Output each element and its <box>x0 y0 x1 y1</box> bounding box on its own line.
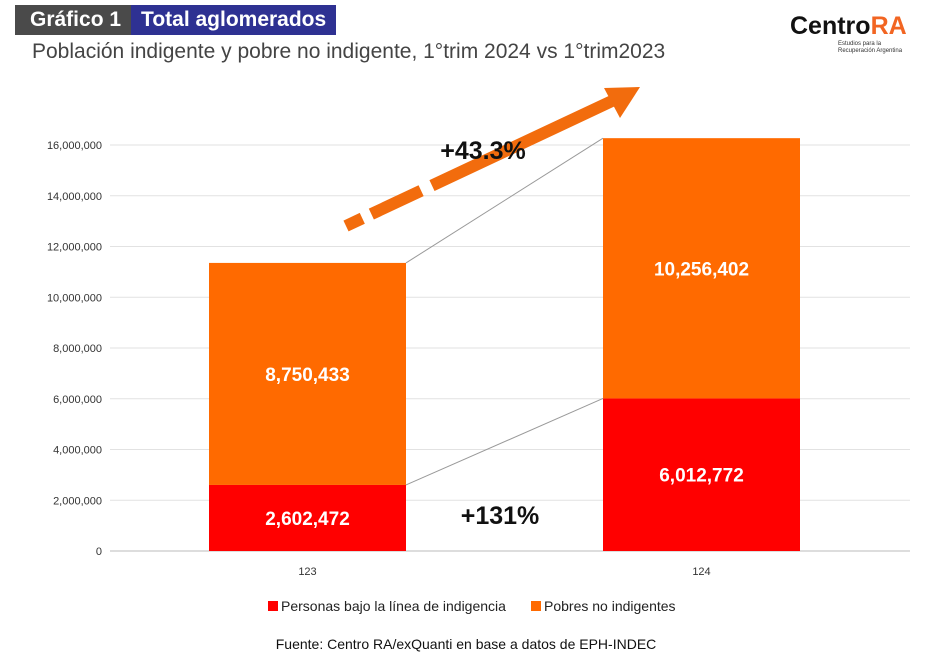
x-tick-label: 124 <box>692 566 710 578</box>
y-tick-label: 14,000,000 <box>47 191 102 203</box>
data-label: 2,602,472 <box>265 509 350 530</box>
chart-title: Total aglomerados <box>131 5 337 35</box>
source-note: Fuente: Centro RA/exQuanti en base a dat… <box>275 636 657 652</box>
annotation-indigence-change: +131% <box>461 502 540 530</box>
header: Gráfico 1 Total aglomerados <box>15 5 337 35</box>
x-tick-label: 123 <box>298 566 316 578</box>
chart-number: Gráfico 1 <box>15 5 132 35</box>
legend-label: Pobres no indigentes <box>544 598 676 614</box>
data-label: 8,750,433 <box>265 365 350 386</box>
legend-swatch <box>268 601 278 611</box>
trend-arrow-head <box>604 87 640 118</box>
bar-segment <box>603 138 800 399</box>
data-label: 6,012,772 <box>659 466 744 487</box>
logo-text: Centro <box>790 12 871 40</box>
bar-segment <box>209 484 406 551</box>
y-tick-label: 0 <box>96 546 102 558</box>
logo-tagline: Estudios para la Recuperación Argentina <box>838 41 903 54</box>
trend-arrow-shaft <box>343 95 615 232</box>
y-tick-label: 4,000,000 <box>53 445 102 457</box>
bar-segment <box>603 398 800 551</box>
bar-segment <box>209 262 406 485</box>
y-tick-label: 10,000,000 <box>47 292 102 304</box>
chart-subtitle: Población indigente y pobre no indigente… <box>32 40 666 63</box>
data-label: 10,256,402 <box>654 259 749 280</box>
legend-label: Personas bajo la línea de indigencia <box>281 598 506 614</box>
connector-line <box>405 397 604 486</box>
y-tick-label: 8,000,000 <box>53 343 102 355</box>
logo: CentroRA Estudios para la Recuperación A… <box>790 12 918 55</box>
legend-swatch <box>531 601 541 611</box>
annotation-total-change: +43.3% <box>440 137 526 165</box>
y-tick-label: 2,000,000 <box>53 495 102 507</box>
y-tick-label: 16,000,000 <box>47 140 102 152</box>
connector-line <box>405 137 604 264</box>
y-tick-label: 6,000,000 <box>53 394 102 406</box>
y-tick-label: 12,000,000 <box>47 242 102 254</box>
logo-text-accent: RA <box>870 12 907 40</box>
